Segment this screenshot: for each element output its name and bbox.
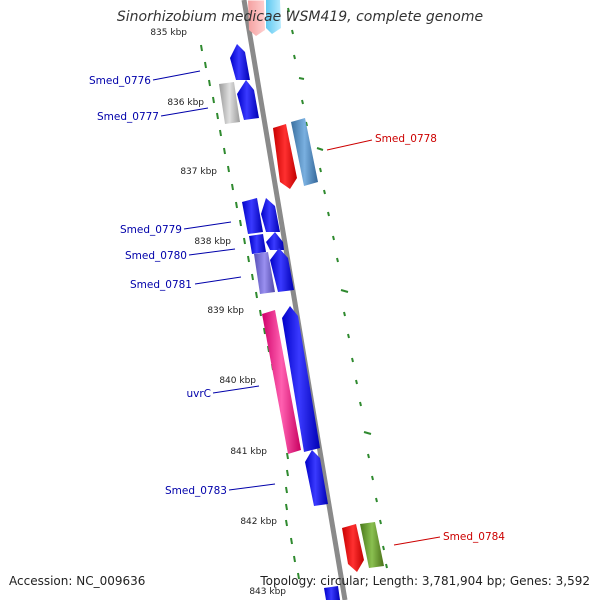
map-title: Sinorhizobium medicae WSM419, complete g… bbox=[116, 9, 484, 25]
accession-value: NC_009636 bbox=[76, 574, 146, 588]
gene-labels: Smed_0776 Smed_0777 Smed_0778 Smed_0779 … bbox=[89, 75, 505, 543]
gene-bottom-partial bbox=[324, 586, 340, 600]
gene-arrow-smed-0781[interactable] bbox=[254, 248, 294, 294]
gene-label-smed-0784[interactable]: Smed_0784 bbox=[443, 531, 505, 543]
length-label: Length: bbox=[372, 574, 419, 588]
gene-arrow-smed-0777[interactable] bbox=[219, 80, 259, 124]
gene-label-smed-0781[interactable]: Smed_0781 bbox=[130, 279, 192, 291]
tick-label: 835 kbp bbox=[150, 28, 187, 38]
genome-backbone bbox=[241, 0, 348, 600]
genes-value: 3,592 bbox=[555, 574, 590, 588]
gene-label-smed-0777[interactable]: Smed_0777 bbox=[97, 111, 159, 123]
tick-label: 841 kbp bbox=[230, 447, 267, 457]
gene-label-smed-0776[interactable]: Smed_0776 bbox=[89, 75, 151, 87]
gene-arrow-uvrc[interactable] bbox=[262, 306, 320, 454]
tick-label: 840 kbp bbox=[219, 376, 256, 386]
gene-arrow-smed-0779[interactable] bbox=[242, 198, 280, 234]
length-value: 3,781,904 bp bbox=[421, 574, 502, 588]
tick-label: 838 kbp bbox=[194, 237, 231, 247]
tick-label: 842 kbp bbox=[240, 517, 277, 527]
inner-tick-marks bbox=[287, 7, 388, 569]
gene-label-smed-0779[interactable]: Smed_0779 bbox=[120, 224, 182, 236]
gene-label-smed-0780[interactable]: Smed_0780 bbox=[125, 250, 187, 262]
tick-label: 843 kbp bbox=[249, 587, 286, 597]
topology-value: circular bbox=[320, 574, 365, 588]
ruler-tick-labels: 835 kbp 836 kbp 837 kbp 838 kbp 839 kbp … bbox=[150, 28, 286, 597]
gene-arrow-smed-0784[interactable] bbox=[342, 522, 384, 572]
tick-label: 839 kbp bbox=[207, 306, 244, 316]
gene-arrow-smed-0776[interactable] bbox=[230, 44, 250, 80]
genes-label: Genes: bbox=[509, 574, 552, 588]
gene-label-smed-0778[interactable]: Smed_0778 bbox=[375, 133, 437, 145]
gene-arrow-smed-0778[interactable] bbox=[273, 118, 318, 189]
gene-label-leaders bbox=[152, 70, 441, 546]
gene-label-uvrc[interactable]: uvrC bbox=[186, 388, 211, 400]
accession-info: Accession: NC_009636 bbox=[9, 574, 145, 588]
tick-label: 837 kbp bbox=[180, 167, 217, 177]
tick-label: 836 kbp bbox=[167, 98, 204, 108]
gene-arrow-smed-0780[interactable] bbox=[249, 232, 284, 254]
accession-label: Accession: bbox=[9, 574, 73, 588]
gene-arrow-smed-0783[interactable] bbox=[305, 450, 328, 506]
topology-label: Topology: bbox=[260, 574, 317, 588]
genome-stats: Topology: circular; Length: 3,781,904 bp… bbox=[260, 574, 590, 588]
gene-label-smed-0783[interactable]: Smed_0783 bbox=[165, 485, 227, 497]
gene-top-partial bbox=[248, 0, 281, 36]
